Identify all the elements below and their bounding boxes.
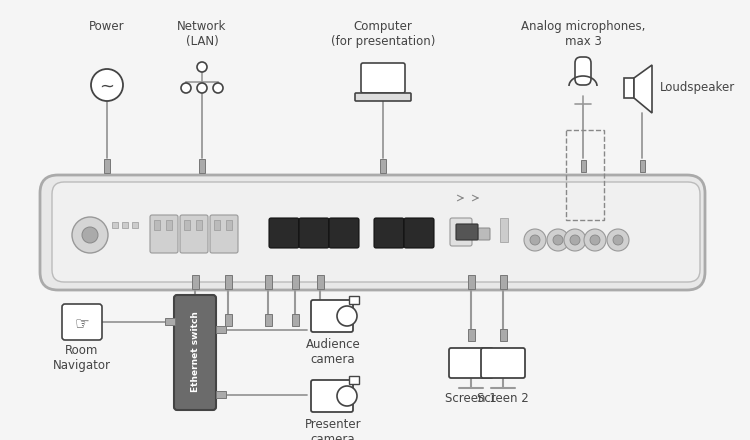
Bar bbox=[265, 275, 272, 289]
Text: Screen 2: Screen 2 bbox=[477, 392, 529, 405]
Bar bbox=[104, 159, 110, 173]
Text: Presenter
camera: Presenter camera bbox=[304, 418, 361, 440]
Circle shape bbox=[181, 83, 191, 93]
Bar bbox=[216, 392, 226, 399]
Text: ☞: ☞ bbox=[74, 315, 89, 333]
Circle shape bbox=[584, 229, 606, 251]
Bar bbox=[467, 329, 475, 341]
FancyBboxPatch shape bbox=[150, 215, 178, 253]
Text: Screen 1: Screen 1 bbox=[446, 392, 497, 405]
Circle shape bbox=[337, 306, 357, 326]
Bar bbox=[196, 220, 202, 230]
Bar bbox=[624, 78, 634, 98]
Bar bbox=[184, 220, 190, 230]
FancyBboxPatch shape bbox=[180, 215, 208, 253]
Circle shape bbox=[530, 235, 540, 245]
Bar bbox=[316, 275, 323, 289]
Circle shape bbox=[524, 229, 546, 251]
Circle shape bbox=[213, 83, 223, 93]
FancyBboxPatch shape bbox=[311, 380, 353, 412]
FancyBboxPatch shape bbox=[62, 304, 102, 340]
Bar bbox=[566, 130, 604, 220]
FancyBboxPatch shape bbox=[210, 215, 238, 253]
Circle shape bbox=[570, 235, 580, 245]
Bar bbox=[224, 314, 232, 326]
Bar bbox=[640, 160, 644, 172]
Circle shape bbox=[547, 229, 569, 251]
Bar bbox=[226, 220, 232, 230]
FancyBboxPatch shape bbox=[575, 57, 591, 85]
Bar bbox=[292, 314, 298, 326]
Circle shape bbox=[197, 62, 207, 72]
FancyBboxPatch shape bbox=[449, 348, 493, 378]
FancyBboxPatch shape bbox=[355, 93, 411, 101]
FancyBboxPatch shape bbox=[329, 218, 359, 248]
FancyBboxPatch shape bbox=[269, 218, 299, 248]
Text: Ethernet switch: Ethernet switch bbox=[190, 312, 200, 392]
Bar bbox=[191, 275, 199, 289]
Bar bbox=[500, 329, 506, 341]
Bar bbox=[154, 220, 160, 230]
Circle shape bbox=[337, 386, 357, 406]
Text: Power: Power bbox=[89, 20, 124, 33]
Circle shape bbox=[197, 83, 207, 93]
Bar bbox=[265, 314, 272, 326]
Bar bbox=[292, 275, 298, 289]
FancyBboxPatch shape bbox=[450, 218, 472, 246]
Circle shape bbox=[564, 229, 586, 251]
Bar bbox=[349, 296, 359, 304]
Text: Network
(LAN): Network (LAN) bbox=[177, 20, 226, 48]
Bar bbox=[132, 222, 138, 228]
Text: Analog microphones,
max 3: Analog microphones, max 3 bbox=[520, 20, 645, 48]
Circle shape bbox=[613, 235, 623, 245]
Bar bbox=[467, 275, 475, 289]
Text: Audience
camera: Audience camera bbox=[306, 338, 360, 366]
Polygon shape bbox=[634, 65, 652, 113]
Bar bbox=[199, 159, 205, 173]
Text: Computer
(for presentation): Computer (for presentation) bbox=[331, 20, 435, 48]
FancyBboxPatch shape bbox=[174, 295, 216, 410]
Text: Loudspeaker: Loudspeaker bbox=[660, 81, 735, 95]
Bar bbox=[500, 275, 506, 289]
FancyBboxPatch shape bbox=[481, 348, 525, 378]
FancyBboxPatch shape bbox=[40, 175, 705, 290]
Bar bbox=[349, 376, 359, 384]
FancyBboxPatch shape bbox=[374, 218, 404, 248]
Bar bbox=[380, 159, 386, 173]
Bar bbox=[112, 222, 118, 228]
Text: Room
Navigator: Room Navigator bbox=[53, 344, 111, 372]
Text: ~: ~ bbox=[100, 78, 115, 96]
FancyBboxPatch shape bbox=[456, 224, 478, 240]
Circle shape bbox=[590, 235, 600, 245]
Bar bbox=[580, 160, 586, 172]
Circle shape bbox=[72, 217, 108, 253]
Bar bbox=[122, 222, 128, 228]
Bar bbox=[166, 220, 172, 230]
FancyBboxPatch shape bbox=[311, 300, 353, 332]
Circle shape bbox=[82, 227, 98, 243]
FancyBboxPatch shape bbox=[361, 63, 405, 93]
Bar bbox=[165, 319, 175, 326]
Circle shape bbox=[553, 235, 563, 245]
FancyBboxPatch shape bbox=[299, 218, 329, 248]
FancyBboxPatch shape bbox=[404, 218, 434, 248]
Circle shape bbox=[607, 229, 629, 251]
Bar bbox=[224, 275, 232, 289]
Bar bbox=[214, 220, 220, 230]
Bar bbox=[216, 326, 226, 334]
Bar bbox=[500, 218, 508, 242]
FancyBboxPatch shape bbox=[52, 182, 700, 282]
FancyBboxPatch shape bbox=[478, 228, 490, 240]
Circle shape bbox=[91, 69, 123, 101]
Bar bbox=[316, 314, 323, 326]
